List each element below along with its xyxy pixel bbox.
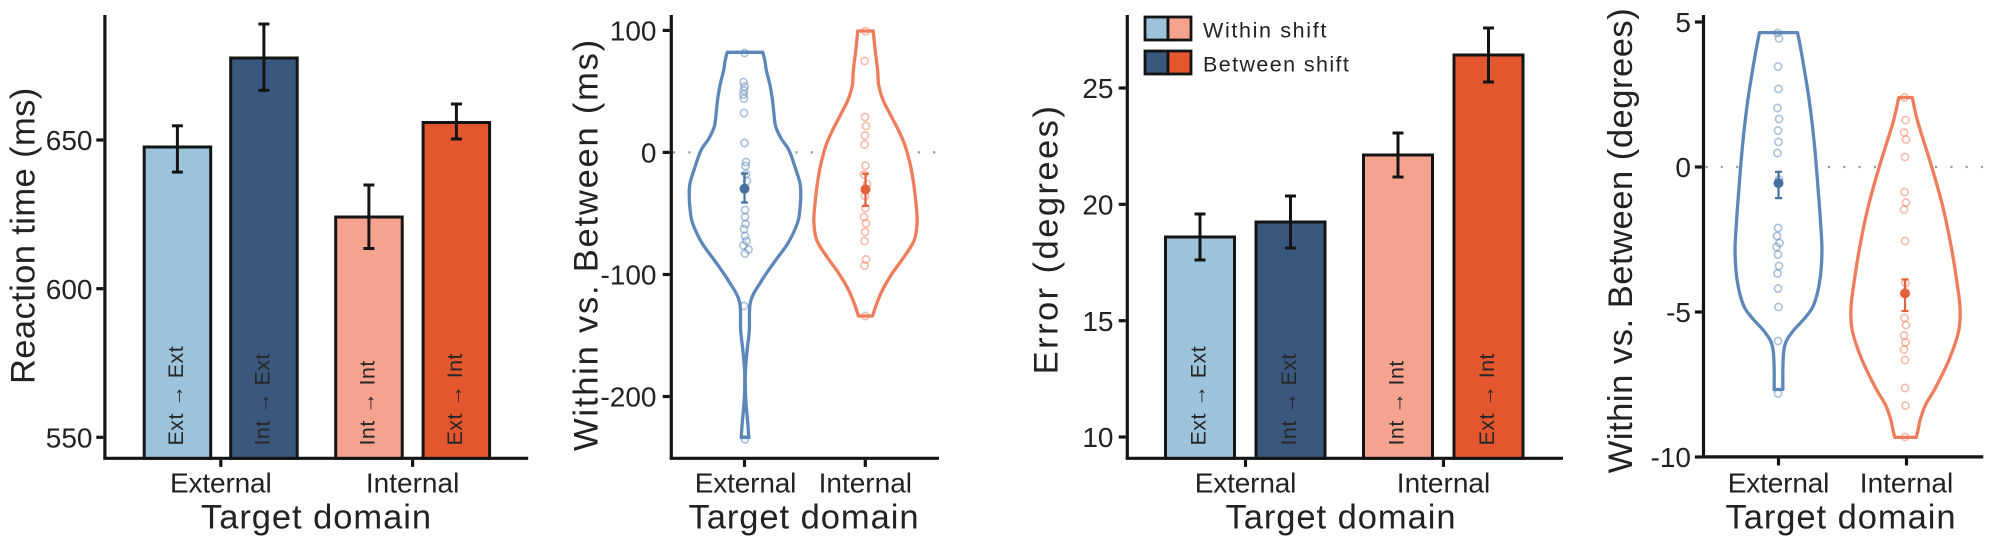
svg-text:100: 100: [610, 16, 657, 47]
svg-text:0: 0: [641, 138, 657, 169]
svg-text:15: 15: [1082, 306, 1113, 337]
svg-text:-200: -200: [600, 382, 656, 413]
svg-text:0: 0: [1675, 152, 1691, 183]
svg-text:Target domain: Target domain: [1226, 499, 1457, 537]
svg-text:5: 5: [1675, 7, 1691, 38]
svg-text:Between shift: Between shift: [1203, 53, 1350, 77]
svg-text:550: 550: [46, 423, 93, 454]
svg-text:Internal: Internal: [1860, 467, 1953, 498]
svg-text:-5: -5: [1666, 297, 1691, 328]
svg-text:25: 25: [1082, 73, 1113, 104]
svg-text:650: 650: [46, 125, 93, 156]
svg-text:Internal: Internal: [366, 467, 459, 498]
svg-text:Int → Ext: Int → Ext: [1277, 353, 1301, 445]
svg-text:Within shift: Within shift: [1203, 19, 1328, 43]
svg-text:Int → Int: Int → Int: [355, 360, 379, 445]
svg-text:External: External: [1195, 467, 1297, 498]
svg-text:Error (degrees): Error (degrees): [1028, 104, 1066, 375]
svg-text:10: 10: [1082, 422, 1113, 453]
svg-text:600: 600: [46, 274, 93, 305]
svg-text:Within vs. Between (ms): Within vs. Between (ms): [568, 38, 606, 451]
svg-text:Within vs. Between (degrees): Within vs. Between (degrees): [1602, 8, 1640, 473]
svg-text:Internal: Internal: [1397, 467, 1490, 498]
svg-text:Ext → Ext: Ext → Ext: [1186, 346, 1210, 446]
svg-text:Target domain: Target domain: [689, 499, 920, 537]
svg-text:-10: -10: [1651, 442, 1691, 473]
svg-text:External: External: [695, 467, 797, 498]
svg-text:Internal: Internal: [819, 467, 912, 498]
svg-text:Ext → Int: Ext → Int: [1475, 353, 1499, 445]
svg-text:Ext → Int: Ext → Int: [443, 353, 467, 445]
svg-text:Target domain: Target domain: [1726, 499, 1957, 537]
svg-text:Int → Ext: Int → Ext: [250, 353, 274, 445]
svg-text:Int → Int: Int → Int: [1384, 360, 1408, 445]
svg-text:External: External: [1728, 467, 1830, 498]
svg-text:External: External: [170, 467, 272, 498]
svg-text:-100: -100: [600, 260, 656, 291]
svg-text:Target domain: Target domain: [201, 499, 432, 537]
svg-text:Ext → Ext: Ext → Ext: [164, 346, 188, 446]
svg-text:Reaction time (ms): Reaction time (ms): [4, 87, 42, 384]
svg-text:20: 20: [1082, 190, 1113, 221]
